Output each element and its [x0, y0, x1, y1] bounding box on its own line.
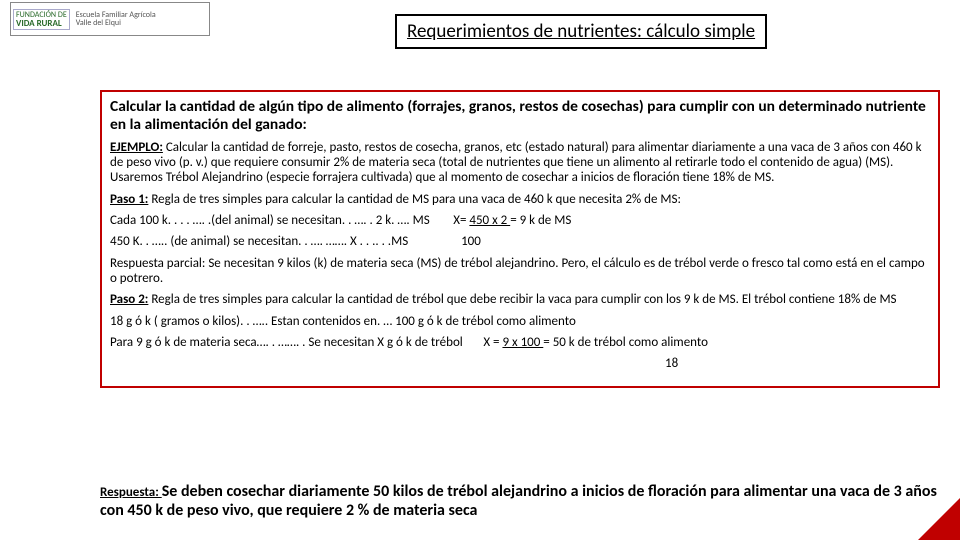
- paso2-paragraph: Paso 2: Regla de tres simples para calcu…: [110, 292, 930, 307]
- content-box: Calcular la cantidad de algún tipo de al…: [100, 90, 940, 388]
- answer-paragraph: Respuesta: Se deben cosechar diariamente…: [100, 482, 940, 520]
- corner-triangle-icon: [918, 498, 960, 540]
- slide-page: FUNDACIÓN DE VIDA RURAL Escuela Familiar…: [0, 0, 960, 540]
- paso2-line3: 18: [665, 356, 678, 371]
- paso1-line1-frac: 450 x 2: [469, 213, 510, 228]
- logo-left-line2: VIDA RURAL: [16, 18, 62, 29]
- content-heading: Calcular la cantidad de algún tipo de al…: [110, 98, 930, 134]
- paso2-text: Regla de tres simples para calcular la c…: [148, 292, 896, 307]
- example-label: EJEMPLO:: [110, 140, 163, 155]
- slide-title: Requerimientos de nutrientes: cálculo si…: [407, 20, 755, 43]
- logo-foundation: FUNDACIÓN DE VIDA RURAL: [13, 9, 70, 30]
- answer-label: Respuesta:: [100, 485, 162, 500]
- paso1-line1-c: = 9 k de MS: [510, 213, 571, 228]
- paso1-calc-line1: Cada 100 k. . . . …. .(del animal) se ne…: [110, 213, 930, 228]
- answer-text: Se deben cosechar diariamente 50 kilos d…: [100, 482, 937, 520]
- paso2-line2-b: X =: [483, 335, 502, 350]
- paso2-line2-a: Para 9 g ó k de materia seca…. . ……. . S…: [110, 335, 463, 350]
- logo-school: Escuela Familiar Agrícola Valle del Elqu…: [76, 11, 156, 28]
- paso2-label: Paso 2:: [110, 292, 148, 307]
- example-text: Calcular la cantidad de forreje, pasto, …: [110, 140, 922, 186]
- paso1-line2-a: 450 K. . ….. (de animal) se necesitan. .…: [110, 234, 408, 249]
- paso1-text: Regla de tres simples para calcular la c…: [148, 192, 681, 207]
- paso1-line1-b: X=: [453, 213, 469, 228]
- paso2-calc-line1: 18 g ó k ( gramos o kilos). . ….. Estan …: [110, 314, 930, 329]
- example-paragraph: EJEMPLO: Calcular la cantidad de forreje…: [110, 140, 930, 186]
- paso2-calc-line2: Para 9 g ó k de materia seca…. . ……. . S…: [110, 335, 930, 350]
- paso2-line2-frac: 9 x 100: [502, 335, 543, 350]
- paso1-line1-a: Cada 100 k. . . . …. .(del animal) se ne…: [110, 213, 430, 228]
- logo-right-line2: Valle del Elqui: [76, 18, 121, 28]
- paso2-calc-line3: 18: [665, 356, 930, 371]
- rpta-parcial: Respuesta parcial: Se necesitan 9 kilos …: [110, 256, 930, 287]
- paso1-label: Paso 1:: [110, 192, 148, 207]
- paso2-line2-c: = 50 k de trébol como alimento: [543, 335, 708, 350]
- slide-title-box: Requerimientos de nutrientes: cálculo si…: [395, 14, 767, 49]
- paso1-paragraph: Paso 1: Regla de tres simples para calcu…: [110, 192, 930, 207]
- paso1-calc-line2: 450 K. . ….. (de animal) se necesitan. .…: [110, 234, 930, 249]
- paso1-line2-b: 100: [461, 234, 481, 249]
- logo-block: FUNDACIÓN DE VIDA RURAL Escuela Familiar…: [10, 2, 210, 36]
